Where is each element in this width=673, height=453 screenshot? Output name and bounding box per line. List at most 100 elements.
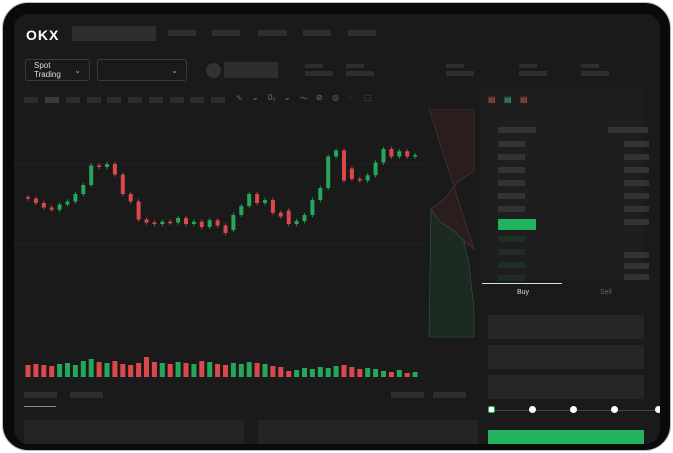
candle-body (342, 150, 346, 181)
candle-body (168, 221, 173, 224)
volume-bar (349, 367, 355, 377)
timeframe-button[interactable] (149, 97, 163, 103)
stat-value (346, 71, 374, 76)
timeframe-button[interactable] (190, 97, 204, 103)
stat-label (581, 64, 599, 68)
candle-body (97, 165, 102, 167)
screen: OKX Spot Trading ⌄ ⌄ ∿ ⌄ 0₀ ⌄ 〜 ⊘ ◎ ◌ ⬚ ▤ ▤ ▤ Buy… (14, 14, 660, 444)
drawing-tool-icon[interactable]: ◌ (348, 93, 353, 102)
candle-body (373, 162, 378, 176)
candle-body (397, 151, 402, 157)
stat-value (446, 71, 474, 76)
volume-bar (333, 366, 339, 377)
tab-buy[interactable]: Buy (517, 289, 530, 296)
timeframe-button[interactable] (66, 97, 80, 103)
asks-view-icon[interactable]: ▤ (520, 95, 528, 104)
drawing-tool-icon[interactable]: ⊘ (316, 93, 323, 102)
drawing-tool-icon[interactable]: 0₀ (268, 93, 276, 102)
amount-slider[interactable] (488, 406, 660, 416)
volume-bar (262, 364, 268, 377)
candle-body (33, 198, 38, 203)
drawing-tool-icon[interactable]: ◎ (332, 93, 339, 102)
volume-bar (286, 371, 292, 377)
nav-item[interactable] (258, 30, 287, 36)
slider-handle[interactable] (488, 406, 495, 413)
timeframe-button[interactable] (87, 97, 101, 103)
slider-step[interactable] (529, 406, 536, 413)
candle-body (255, 194, 260, 203)
timeframe-button[interactable] (107, 97, 121, 103)
candlestick-chart[interactable] (14, 109, 479, 379)
volume-bar (25, 365, 31, 377)
market-selector[interactable]: Spot Trading ⌄ (25, 59, 90, 81)
drawing-tool-icon[interactable]: 〜 (300, 94, 308, 103)
timeframe-button[interactable] (128, 97, 142, 103)
filter-button[interactable] (391, 392, 424, 398)
okx-logo: OKX (26, 27, 60, 43)
tab-open-orders[interactable] (24, 392, 57, 398)
timeframe-button[interactable] (170, 97, 184, 103)
ask-amount (624, 167, 649, 173)
candle-body (381, 149, 386, 163)
orderbook-header (608, 127, 648, 133)
pair-selector[interactable]: ⌄ (97, 59, 187, 81)
pair-price (224, 62, 278, 78)
volume-bar (381, 371, 386, 377)
tab-sell[interactable]: Sell (600, 289, 612, 296)
nav-item[interactable] (303, 30, 331, 36)
panel-card (24, 420, 244, 444)
volume-bar (104, 363, 110, 377)
candle-body (152, 222, 157, 224)
volume-bar (246, 362, 252, 377)
price-input[interactable] (488, 315, 644, 339)
candle-body (136, 201, 141, 220)
volume-bar (144, 357, 149, 377)
drawing-tool-icon[interactable]: ⌄ (252, 93, 259, 102)
bid-price (498, 275, 525, 281)
candle-body (81, 185, 86, 194)
slider-step[interactable] (570, 406, 577, 413)
candle-body (199, 221, 204, 227)
bid-price (498, 236, 525, 242)
timeframe-button[interactable] (45, 97, 59, 103)
volume-bar (357, 369, 363, 377)
candle-body (413, 155, 418, 157)
candle-body (334, 150, 339, 157)
ask-amount (624, 180, 649, 186)
volume-bar (396, 370, 402, 377)
volume-bar (151, 362, 157, 377)
total-input[interactable] (488, 375, 644, 399)
volume-bar (80, 361, 86, 377)
nav-item[interactable] (168, 30, 196, 36)
nav-item[interactable] (348, 30, 376, 36)
filter-button[interactable] (433, 392, 466, 398)
candle-body (247, 194, 252, 206)
candle-body (120, 174, 125, 194)
tab-order-history[interactable] (70, 392, 103, 398)
drawing-tool-icon[interactable]: ∿ (236, 93, 243, 102)
stat-value (581, 71, 609, 76)
nav-item[interactable] (212, 30, 240, 36)
slider-step[interactable] (611, 406, 618, 413)
buy-button[interactable] (488, 430, 644, 444)
slider-step[interactable] (655, 406, 660, 413)
drawing-tool-icon[interactable]: ⌄ (284, 93, 291, 102)
ask-amount (624, 141, 649, 147)
volume-bar (183, 363, 189, 377)
search-bar[interactable] (72, 26, 156, 41)
candle-body (263, 200, 267, 203)
timeframe-button[interactable] (211, 97, 225, 103)
orderbook-view-icon[interactable]: ▤ (488, 95, 496, 104)
volume-bar (302, 368, 307, 377)
drawing-tool-icon[interactable]: ⬚ (364, 93, 372, 102)
candle-body (286, 210, 291, 224)
timeframe-button[interactable] (24, 97, 38, 103)
volume-bar (325, 368, 331, 377)
ask-price (498, 193, 525, 199)
bids-view-icon[interactable]: ▤ (504, 95, 512, 104)
candle-body (215, 220, 220, 226)
candle-body (65, 201, 70, 205)
last-price (498, 219, 536, 230)
amount-input[interactable] (488, 345, 644, 369)
volume-bar (223, 365, 228, 377)
